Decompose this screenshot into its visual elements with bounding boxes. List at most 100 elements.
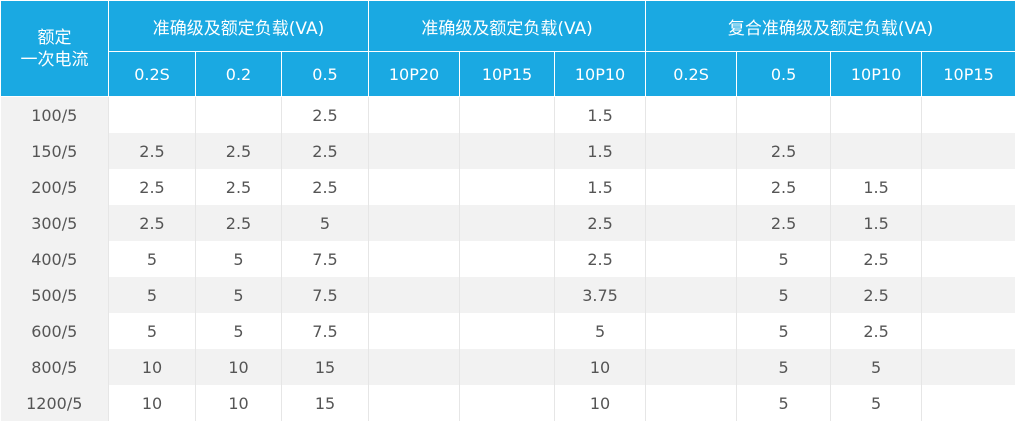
table-cell	[921, 169, 1015, 205]
column-header: 0.2S	[108, 51, 196, 97]
column-header: 0.2	[195, 51, 282, 97]
table-cell	[645, 133, 738, 169]
table-cell: 10	[108, 385, 196, 421]
table-cell: 10	[554, 349, 647, 385]
table-cell: 5	[281, 205, 370, 241]
table-cell	[645, 241, 738, 277]
table-cell: 2.5	[830, 277, 923, 313]
table-cell	[459, 349, 556, 385]
table-cell: 10	[195, 385, 282, 421]
row-label-current: 600/5	[0, 313, 109, 349]
table-cell: 2.5	[554, 205, 647, 241]
table-row: 500/5 5 5 7.5 3.75 5 2.5	[0, 277, 1015, 313]
table-cell	[921, 385, 1015, 421]
table-cell	[368, 241, 461, 277]
table-row: 600/5 5 5 7.5 5 5 2.5	[0, 313, 1015, 349]
table-cell: 2.5	[736, 133, 832, 169]
group-header-accuracy: 准确级及额定负载(VA)	[107, 0, 370, 52]
table-cell: 2.5	[281, 96, 370, 133]
table-cell: 5	[195, 241, 282, 277]
table-header: 额定 一次电流 准确级及额定负载(VA) 准确级及额定负载(VA) 复合准确级及…	[0, 0, 1015, 97]
table-cell	[368, 385, 461, 421]
row-label-current: 300/5	[0, 205, 109, 241]
column-header: 0.5	[736, 51, 832, 97]
column-header: 10P20	[368, 51, 461, 97]
table-cell: 2.5	[736, 205, 832, 241]
table-cell	[368, 96, 461, 133]
table-cell: 7.5	[281, 313, 370, 349]
row-label-current: 1200/5	[0, 385, 109, 421]
table-cell	[459, 133, 556, 169]
table-cell: 1.5	[830, 169, 923, 205]
table-cell: 1.5	[554, 169, 647, 205]
table-cell	[921, 133, 1015, 169]
table-cell: 15	[281, 349, 370, 385]
table-cell	[645, 349, 738, 385]
table-cell	[459, 205, 556, 241]
row-label-current: 800/5	[0, 349, 109, 385]
table-row: 100/5 2.5 1.5	[0, 96, 1015, 133]
table-cell	[368, 277, 461, 313]
row-label-current: 150/5	[0, 133, 109, 169]
table-cell: 15	[281, 385, 370, 421]
row-label-current: 500/5	[0, 277, 109, 313]
table-cell	[195, 96, 282, 133]
column-header: 10P15	[921, 51, 1015, 97]
table-cell	[368, 205, 461, 241]
table-cell: 1.5	[554, 133, 647, 169]
table-cell: 7.5	[281, 277, 370, 313]
table-cell: 7.5	[281, 241, 370, 277]
table-cell	[921, 349, 1015, 385]
column-header: 0.5	[280, 51, 370, 97]
table-cell: 2.5	[195, 205, 282, 241]
table-cell: 1.5	[830, 205, 923, 241]
column-header: 10P10	[830, 51, 923, 97]
table-cell: 10	[554, 385, 647, 421]
table-cell: 2.5	[108, 205, 196, 241]
table-cell	[459, 313, 556, 349]
table-row: 400/5 5 5 7.5 2.5 5 2.5	[0, 241, 1015, 277]
group-header-composite-accuracy: 复合准确级及额定负载(VA)	[645, 0, 1015, 52]
column-header: 10P15	[459, 51, 556, 97]
table-cell: 5	[108, 277, 196, 313]
table-cell	[459, 169, 556, 205]
table-cell	[830, 96, 923, 133]
table-cell: 2.5	[195, 169, 282, 205]
table-cell: 5	[830, 349, 923, 385]
table-cell	[645, 385, 738, 421]
table-body: 100/5 2.5 1.5 150/5 2.5 2.5 2.5 1.5 2.5 200/5 2.5 2…	[0, 96, 1015, 421]
table-cell: 5	[108, 241, 196, 277]
table-cell	[368, 313, 461, 349]
table-cell	[645, 205, 738, 241]
table-cell: 5	[736, 385, 832, 421]
row-label-current: 100/5	[0, 96, 109, 133]
table-row: 800/5 10 10 15 10 5 5	[0, 349, 1015, 385]
table-cell: 5	[830, 385, 923, 421]
row-head-line1: 额定	[37, 27, 72, 48]
table-cell	[368, 349, 461, 385]
table-cell: 2.5	[108, 133, 196, 169]
table-cell	[368, 133, 461, 169]
table-cell: 5	[554, 313, 647, 349]
table-cell: 5	[195, 313, 282, 349]
table-cell: 2.5	[281, 133, 370, 169]
table-cell	[459, 96, 556, 133]
row-label-current: 400/5	[0, 241, 109, 277]
table-cell: 5	[195, 277, 282, 313]
table-cell	[368, 169, 461, 205]
table-cell: 3.75	[554, 277, 647, 313]
table-cell: 5	[736, 349, 832, 385]
table-cell	[830, 133, 923, 169]
column-header: 10P10	[554, 51, 647, 97]
row-head-line2: 一次电流	[20, 49, 89, 70]
column-header: 0.2S	[645, 51, 738, 97]
table-cell	[645, 96, 738, 133]
group-header-accuracy-protection: 准确级及额定负载(VA)	[368, 0, 647, 52]
table-cell: 2.5	[108, 169, 196, 205]
table-cell: 2.5	[830, 313, 923, 349]
table-cell	[921, 313, 1015, 349]
table-cell: 5	[736, 313, 832, 349]
table-cell	[459, 385, 556, 421]
table-cell	[645, 169, 738, 205]
table-cell: 10	[195, 349, 282, 385]
